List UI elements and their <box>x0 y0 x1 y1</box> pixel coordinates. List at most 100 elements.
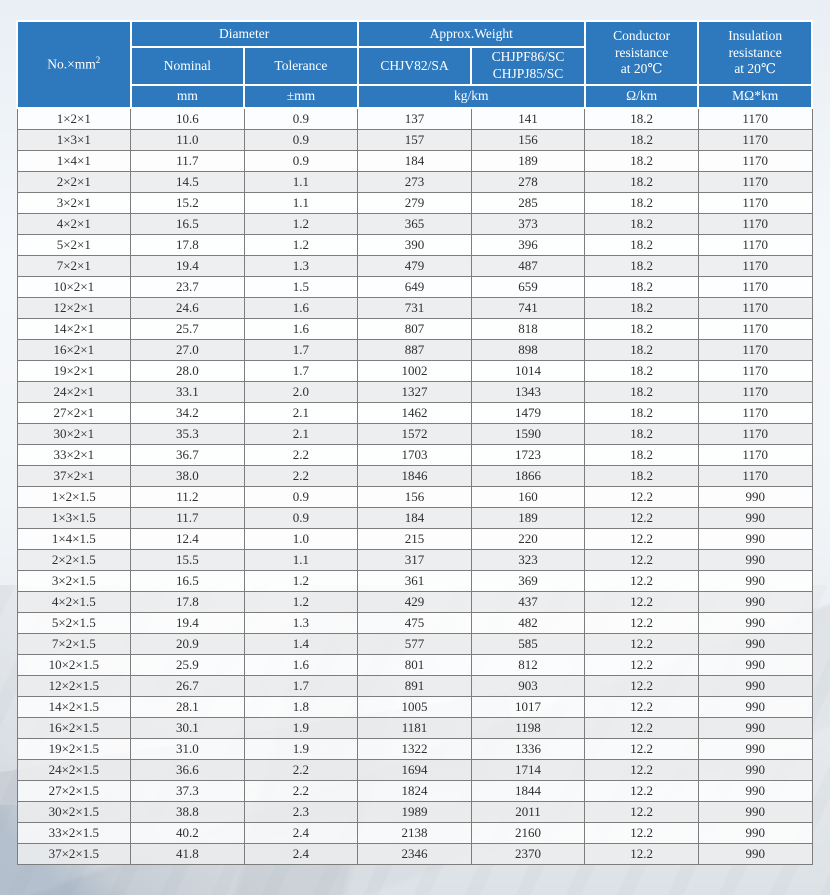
cell-spec: 7×2×1.5 <box>16 633 132 655</box>
cell-weight-chjpf86-chjpj85: 2011 <box>470 801 586 823</box>
cell-tolerance: 1.2 <box>243 570 359 592</box>
cell-tolerance: 1.3 <box>243 255 359 277</box>
header-group-diameter: Diameter <box>129 20 359 48</box>
cell-weight-chjpf86-chjpj85: 1866 <box>470 465 586 487</box>
cell-spec: 12×2×1.5 <box>16 675 132 697</box>
unit-tolerance-mm: ±mm <box>243 84 359 109</box>
cell-weight-chjv82-sa: 1572 <box>357 423 472 445</box>
cell-spec: 5×2×1 <box>16 234 132 256</box>
table-row: 12×2×1.5 26.7 1.7 891 903 12.2 990 <box>16 675 813 697</box>
cell-weight-chjv82-sa: 1002 <box>357 360 472 382</box>
cell-insulation-resistance: 990 <box>697 696 813 718</box>
cell-nominal-diameter: 19.4 <box>130 612 245 634</box>
cell-tolerance: 1.6 <box>243 318 359 340</box>
table-row: 37×2×1.5 41.8 2.4 2346 2370 12.2 990 <box>16 843 813 865</box>
cell-weight-chjpf86-chjpj85: 903 <box>470 675 586 697</box>
table-row: 1×2×1.5 11.2 0.9 156 160 12.2 990 <box>16 486 813 508</box>
cell-conductor-resistance: 12.2 <box>584 486 699 508</box>
table-row: 7×2×1 19.4 1.3 479 487 18.2 1170 <box>16 255 813 277</box>
cell-tolerance: 1.1 <box>243 192 359 214</box>
cell-weight-chjv82-sa: 317 <box>357 549 472 571</box>
cell-insulation-resistance: 1170 <box>697 297 813 319</box>
cell-weight-chjv82-sa: 2346 <box>357 843 472 865</box>
cell-weight-chjpf86-chjpj85: 487 <box>470 255 586 277</box>
cell-conductor-resistance: 18.2 <box>584 465 699 487</box>
table-row: 10×2×1 23.7 1.5 649 659 18.2 1170 <box>16 276 813 298</box>
cell-tolerance: 2.1 <box>243 402 359 424</box>
table-header: No.×mm2 Diameter Approx.Weight Conductor… <box>16 20 813 109</box>
cell-weight-chjv82-sa: 731 <box>357 297 472 319</box>
header-sub-chjpf86-chjpj85: CHJPF86/SC CHJPJ85/SC <box>470 46 586 86</box>
cell-conductor-resistance: 18.2 <box>584 171 699 193</box>
cell-insulation-resistance: 1170 <box>697 423 813 445</box>
cell-weight-chjpf86-chjpj85: 1479 <box>470 402 586 424</box>
cell-conductor-resistance: 18.2 <box>584 444 699 466</box>
cell-tolerance: 1.5 <box>243 276 359 298</box>
cell-insulation-resistance: 990 <box>697 654 813 676</box>
table-row: 3×2×1.5 16.5 1.2 361 369 12.2 990 <box>16 570 813 592</box>
table-row: 14×2×1.5 28.1 1.8 1005 1017 12.2 990 <box>16 696 813 718</box>
cell-insulation-resistance: 1170 <box>697 402 813 424</box>
cell-insulation-resistance: 1170 <box>697 360 813 382</box>
cell-weight-chjv82-sa: 156 <box>357 486 472 508</box>
table-row: 16×2×1.5 30.1 1.9 1181 1198 12.2 990 <box>16 717 813 739</box>
cell-insulation-resistance: 990 <box>697 591 813 613</box>
cell-spec: 5×2×1.5 <box>16 612 132 634</box>
cell-tolerance: 1.2 <box>243 591 359 613</box>
cell-conductor-resistance: 12.2 <box>584 696 699 718</box>
cell-spec: 2×2×1 <box>16 171 132 193</box>
cell-insulation-resistance: 1170 <box>697 192 813 214</box>
cell-spec: 7×2×1 <box>16 255 132 277</box>
cell-insulation-resistance: 990 <box>697 780 813 802</box>
cell-weight-chjv82-sa: 891 <box>357 675 472 697</box>
cell-insulation-resistance: 990 <box>697 843 813 865</box>
cell-spec: 12×2×1 <box>16 297 132 319</box>
cell-spec: 4×2×1 <box>16 213 132 235</box>
cell-spec: 19×2×1 <box>16 360 132 382</box>
cable-spec-table: No.×mm2 Diameter Approx.Weight Conductor… <box>16 20 813 865</box>
cell-weight-chjpf86-chjpj85: 373 <box>470 213 586 235</box>
cell-spec: 16×2×1 <box>16 339 132 361</box>
cell-weight-chjv82-sa: 1703 <box>357 444 472 466</box>
cell-spec: 1×2×1.5 <box>16 486 132 508</box>
cell-weight-chjpf86-chjpj85: 189 <box>470 150 586 172</box>
cell-weight-chjv82-sa: 1846 <box>357 465 472 487</box>
cell-nominal-diameter: 15.5 <box>130 549 245 571</box>
header-row-units: mm ±mm kg/km Ω/km MΩ*km <box>17 84 813 109</box>
table-row: 5×2×1.5 19.4 1.3 475 482 12.2 990 <box>16 612 813 634</box>
header-conductor-resistance: Conductor resistance at 20℃ <box>583 20 700 86</box>
cell-nominal-diameter: 25.7 <box>130 318 245 340</box>
cell-insulation-resistance: 1170 <box>697 444 813 466</box>
cell-conductor-resistance: 18.2 <box>584 318 699 340</box>
cell-insulation-resistance: 1170 <box>697 276 813 298</box>
cell-weight-chjpf86-chjpj85: 741 <box>470 297 586 319</box>
cell-weight-chjpf86-chjpj85: 160 <box>470 486 586 508</box>
cell-insulation-resistance: 1170 <box>697 339 813 361</box>
cell-insulation-resistance: 990 <box>697 549 813 571</box>
cell-tolerance: 2.2 <box>243 759 359 781</box>
cell-tolerance: 1.7 <box>243 360 359 382</box>
cell-weight-chjv82-sa: 1462 <box>357 402 472 424</box>
cell-weight-chjpf86-chjpj85: 659 <box>470 276 586 298</box>
cell-tolerance: 1.2 <box>243 213 359 235</box>
cell-nominal-diameter: 38.0 <box>130 465 245 487</box>
cell-tolerance: 0.9 <box>243 129 359 151</box>
cell-insulation-resistance: 1170 <box>697 213 813 235</box>
cell-conductor-resistance: 12.2 <box>584 654 699 676</box>
cell-conductor-resistance: 12.2 <box>584 633 699 655</box>
table-row: 24×2×1.5 36.6 2.2 1694 1714 12.2 990 <box>16 759 813 781</box>
cell-tolerance: 0.9 <box>243 107 359 130</box>
cell-insulation-resistance: 990 <box>697 612 813 634</box>
cell-conductor-resistance: 18.2 <box>584 339 699 361</box>
cell-conductor-resistance: 18.2 <box>584 150 699 172</box>
cell-nominal-diameter: 24.6 <box>130 297 245 319</box>
cell-insulation-resistance: 990 <box>697 507 813 529</box>
cell-tolerance: 1.4 <box>243 633 359 655</box>
cell-nominal-diameter: 30.1 <box>130 717 245 739</box>
cell-weight-chjpf86-chjpj85: 1017 <box>470 696 586 718</box>
cell-insulation-resistance: 990 <box>697 528 813 550</box>
cell-nominal-diameter: 11.7 <box>130 507 245 529</box>
table-row: 3×2×1 15.2 1.1 279 285 18.2 1170 <box>16 192 813 214</box>
header-row-subcolumns: Nominal Tolerance CHJV82/SA CHJPF86/SC C… <box>17 46 812 86</box>
